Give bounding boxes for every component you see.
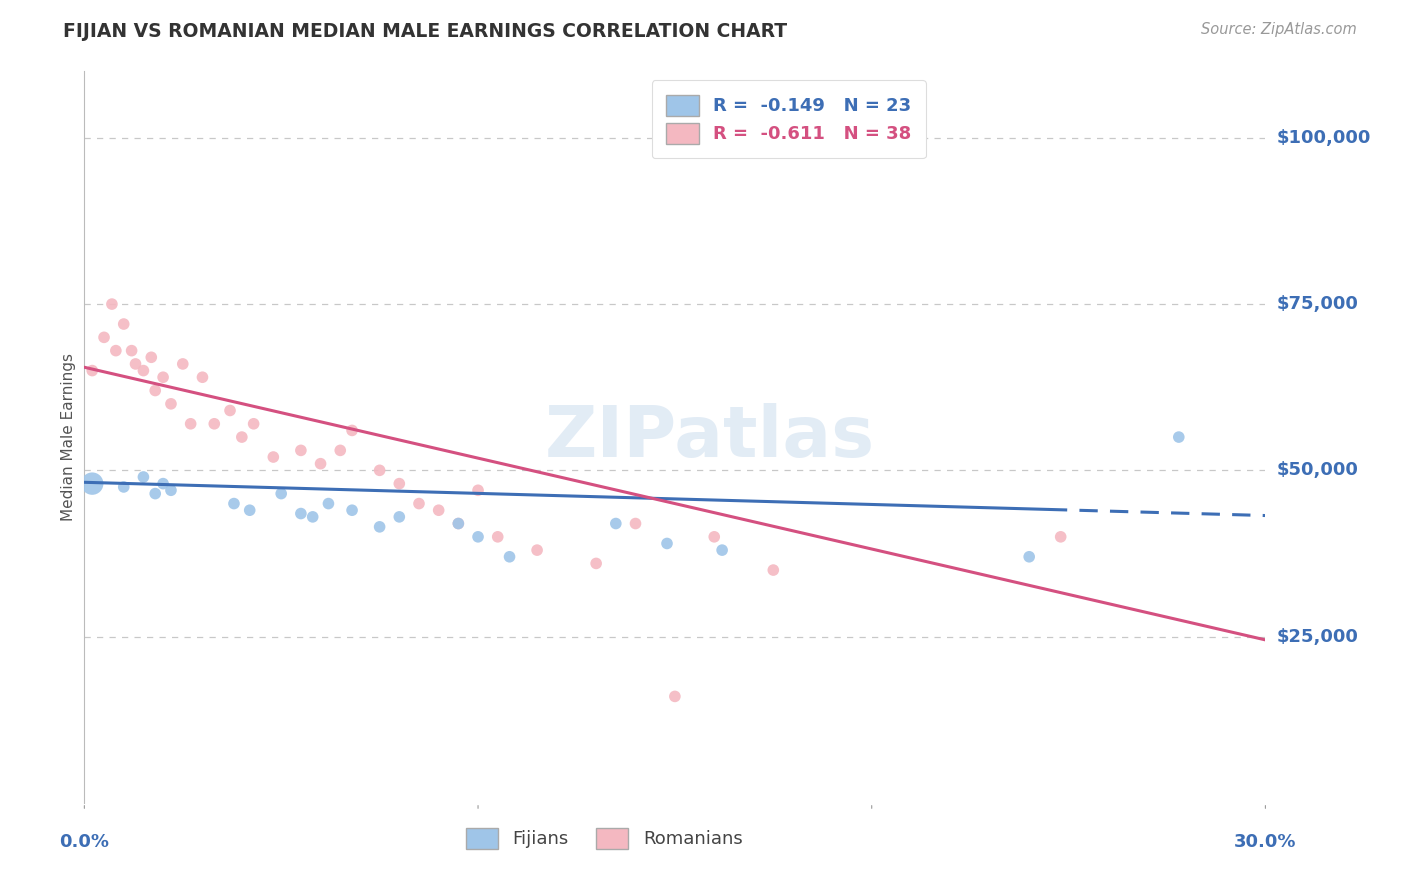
Text: FIJIAN VS ROMANIAN MEDIAN MALE EARNINGS CORRELATION CHART: FIJIAN VS ROMANIAN MEDIAN MALE EARNINGS … [63, 22, 787, 41]
Point [703, 530, 725, 544]
Y-axis label: Median Male Earnings: Median Male Earnings [60, 353, 76, 521]
Point [526, 543, 548, 558]
Text: $75,000: $75,000 [1277, 295, 1358, 313]
Point [202, 417, 225, 431]
Point [93, 330, 115, 344]
Point [1018, 549, 1040, 564]
Point [152, 370, 174, 384]
Point [301, 509, 323, 524]
Point [239, 503, 262, 517]
Point [1167, 430, 1189, 444]
Point [160, 397, 183, 411]
Point [368, 520, 391, 534]
Point [388, 509, 411, 524]
Point [624, 516, 647, 531]
Point [132, 363, 155, 377]
Point [82, 476, 104, 491]
Point [143, 486, 166, 500]
Point [664, 690, 686, 704]
Point [762, 563, 785, 577]
Point [711, 543, 734, 558]
Point [112, 480, 135, 494]
Point [270, 486, 292, 500]
Point [318, 497, 340, 511]
Point [340, 424, 363, 438]
Point [1049, 530, 1071, 544]
Point [290, 507, 312, 521]
Point [486, 530, 509, 544]
Point [124, 357, 146, 371]
Point [427, 503, 450, 517]
Point [101, 297, 124, 311]
Point [222, 497, 245, 511]
Point [180, 417, 202, 431]
Point [585, 557, 607, 571]
Text: $100,000: $100,000 [1277, 128, 1371, 147]
Point [152, 476, 174, 491]
Legend: Fijians, Romanians: Fijians, Romanians [454, 817, 754, 860]
Point [467, 530, 489, 544]
Point [408, 497, 430, 511]
Point [141, 351, 163, 365]
Point [82, 363, 104, 377]
Point [340, 503, 363, 517]
Point [447, 516, 470, 531]
Point [290, 443, 312, 458]
Point [329, 443, 352, 458]
Text: 30.0%: 30.0% [1234, 833, 1296, 851]
Point [655, 536, 678, 550]
Point [368, 463, 391, 477]
Point [262, 450, 284, 464]
Point [498, 549, 520, 564]
Point [388, 476, 411, 491]
Text: Source: ZipAtlas.com: Source: ZipAtlas.com [1201, 22, 1357, 37]
Point [242, 417, 264, 431]
Text: 0.0%: 0.0% [59, 833, 110, 851]
Point [172, 357, 194, 371]
Point [309, 457, 332, 471]
Point [191, 370, 214, 384]
Text: ZIPatlas: ZIPatlas [546, 402, 876, 472]
Point [467, 483, 489, 498]
Point [143, 384, 166, 398]
Point [160, 483, 183, 498]
Point [219, 403, 242, 417]
Point [132, 470, 155, 484]
Point [447, 516, 470, 531]
Point [605, 516, 627, 531]
Text: $50,000: $50,000 [1277, 461, 1358, 479]
Text: $25,000: $25,000 [1277, 628, 1358, 646]
Point [104, 343, 127, 358]
Point [121, 343, 143, 358]
Point [112, 317, 135, 331]
Point [231, 430, 253, 444]
